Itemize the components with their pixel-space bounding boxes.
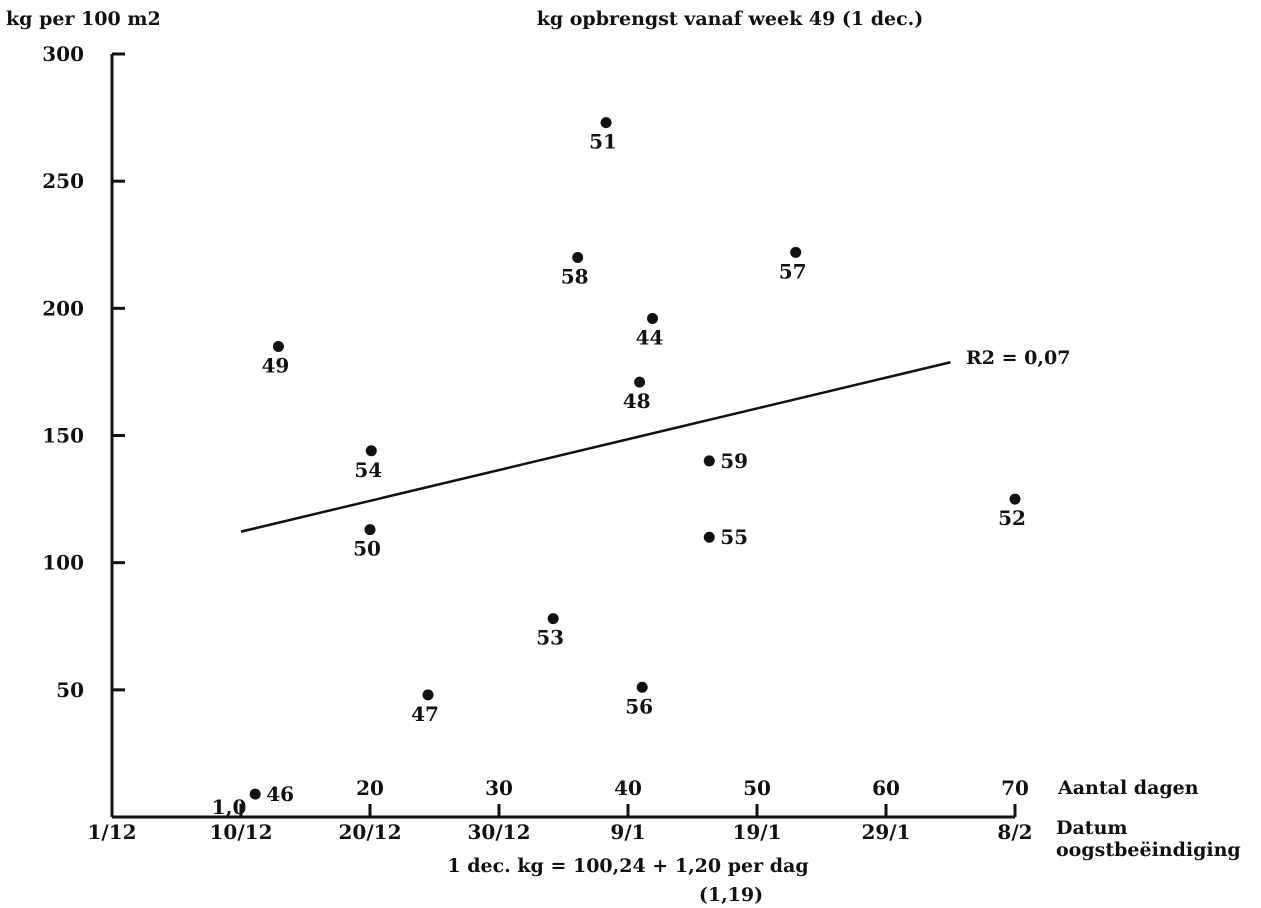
trend-line [240,361,951,533]
point-marker [364,524,376,536]
point-marker [647,313,659,325]
point-label: 53 [536,626,564,650]
data-point-59: 59 [703,449,748,473]
point-label: 50 [353,537,381,561]
data-point-49: 49 [261,340,289,377]
r2-label: R2 = 0,07 [966,347,1070,369]
y-tick-label: 200 [42,296,84,320]
date-ticks: 1/12 10/12 20/12 30/12 9/1 19/1 29/1 8/2 [87,820,1032,844]
point-marker [634,376,646,388]
x-tick-label: 1,0 [212,795,247,819]
data-point-44: 44 [636,313,664,350]
data-point-52: 52 [998,493,1026,530]
data-point-55: 55 [703,525,748,549]
data-point-54: 54 [354,445,382,482]
x-tick-label: 50 [743,776,771,800]
point-marker [547,613,559,625]
y-tick-label: 100 [42,551,84,575]
x-tick-label: 20 [356,776,384,800]
point-marker [422,689,434,701]
point-marker [365,445,377,457]
y-tick-label: 300 [42,42,84,66]
x-axis-label-date-line1: Datum [1056,817,1127,839]
points-group: 46 49 54 50 47 53 58 51 48 56 44 59 55 57 52 [249,117,1026,806]
x-tick-label: 40 [614,776,642,800]
date-tick-label: 8/2 [997,820,1032,844]
y-tick-label: 150 [42,424,84,448]
data-point-47: 47 [411,689,439,726]
y-ticks: 50 100 150 200 250 300 [42,42,125,702]
date-tick-label: 19/1 [732,820,781,844]
regression-std-error: (1,19) [699,884,763,906]
point-marker [272,340,284,352]
x-tick-label: 30 [485,776,513,800]
data-point-57: 57 [779,246,807,283]
point-label: 52 [998,506,1026,530]
x-ticks: 1,0 20 30 40 50 60 70 [212,776,1029,819]
point-label: 47 [411,702,439,726]
point-label: 49 [261,353,289,377]
point-marker [249,788,261,800]
point-label: 51 [589,130,617,154]
point-label: 55 [720,525,748,549]
y-tick-label: 250 [42,169,84,193]
point-label: 48 [623,389,651,413]
point-marker [572,251,584,263]
trend-group [240,361,951,533]
date-tick-label: 20/12 [339,820,402,844]
x-tick-label: 70 [1001,776,1029,800]
axes [110,54,1015,819]
y-tick-label: 50 [56,678,84,702]
data-point-51: 51 [589,117,617,154]
data-point-56: 56 [625,681,653,718]
data-point-46: 46 [249,782,294,806]
regression-equation: 1 dec. kg = 100,24 + 1,20 per dag [447,855,808,877]
y-axis-label: kg per 100 m2 [6,8,161,30]
point-marker [600,117,612,129]
x-axis-label-date-line2: oogstbeëindiging [1056,839,1241,861]
point-label: 44 [636,326,664,350]
x-axis-label-days: Aantal dagen [1057,777,1199,799]
point-marker [1009,493,1021,505]
point-marker [703,531,715,543]
point-label: 58 [561,264,589,288]
point-label: 46 [266,782,294,806]
point-label: 56 [625,694,653,718]
date-tick-label: 10/12 [210,820,273,844]
date-tick-label: 29/1 [861,820,910,844]
date-tick-label: 9/1 [610,820,645,844]
x-tick-label: 60 [872,776,900,800]
point-marker [790,246,802,258]
chart-title: kg opbrengst vanaf week 49 (1 dec.) [537,8,924,30]
point-marker [703,455,715,467]
point-label: 57 [779,259,807,283]
data-point-58: 58 [561,251,589,288]
data-point-48: 48 [623,376,651,413]
point-marker [636,681,648,693]
date-tick-label: 30/12 [468,820,531,844]
date-tick-label: 1/12 [87,820,136,844]
point-label: 54 [354,458,382,482]
data-point-53: 53 [536,613,564,650]
point-label: 59 [720,449,748,473]
data-point-50: 50 [353,524,381,561]
